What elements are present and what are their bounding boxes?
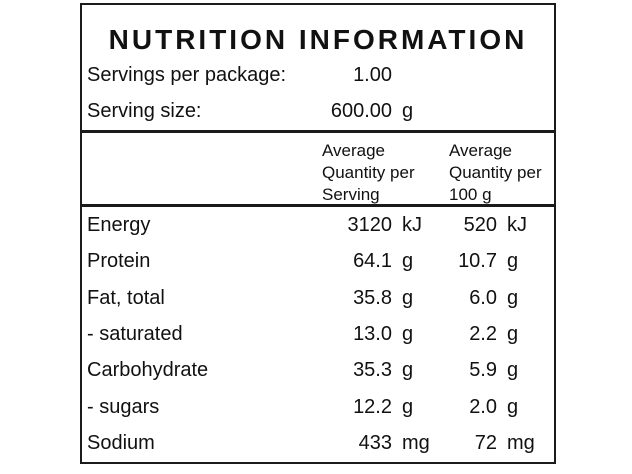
per-serving-value: 35.3: [353, 359, 392, 382]
nutrient-name: Protein: [87, 250, 151, 273]
per-100g-value: 2.0: [469, 395, 497, 418]
table-row-protein: Protein 64.1 g 10.7 g: [82, 243, 554, 279]
per-serving-unit: g: [402, 250, 414, 273]
per-100g-value: 6.0: [469, 286, 497, 309]
per-100g-unit: g: [507, 359, 519, 382]
nutrient-name: Energy: [87, 213, 151, 236]
per-serving-value: 12.2: [353, 395, 392, 418]
per-serving-unit: g: [402, 359, 414, 382]
nutrient-name: Fat, total: [87, 286, 165, 309]
per-100g-unit: g: [507, 286, 519, 309]
table-row-energy: Energy 3120 kJ 520 kJ: [82, 207, 554, 243]
column-header-spacer: [82, 140, 320, 206]
table-row-saturated-fat: - saturated 13.0 g 2.2 g: [82, 316, 554, 352]
table-row-sugars: - sugars 12.2 g 2.0 g: [82, 389, 554, 425]
title-row: NUTRITION INFORMATION: [82, 5, 554, 57]
nutrient-name: Sodium: [87, 432, 155, 455]
per-100g-value: 2.2: [469, 322, 497, 345]
per-100g-value: 520: [463, 213, 497, 236]
serving-size-value: 600.00: [330, 99, 392, 122]
per-100g-unit: g: [507, 250, 519, 273]
nutrient-table-body: Energy 3120 kJ 520 kJ Protein 64.1 g 10.…: [82, 207, 554, 462]
per-100g-unit: mg: [507, 432, 535, 455]
header-section: NUTRITION INFORMATION Servings per packa…: [82, 5, 554, 133]
per-serving-value: 3120: [347, 213, 393, 236]
per-100g-value: 10.7: [458, 250, 497, 273]
table-row-carbohydrate: Carbohydrate 35.3 g 5.9 g: [82, 353, 554, 389]
column-header-section: Average Quantity per Serving Average Qua…: [82, 133, 554, 207]
per-100g-unit: g: [507, 322, 519, 345]
nutrient-name: - sugars: [87, 395, 160, 418]
per-100g-unit: kJ: [507, 213, 527, 236]
servings-per-package-row: Servings per package: 1.00: [82, 57, 554, 93]
table-row-sodium: Sodium 433 mg 72 mg: [82, 426, 554, 462]
per-100g-unit: g: [507, 395, 519, 418]
panel-title: NUTRITION INFORMATION: [108, 24, 528, 55]
column-header-per-100g: Average Quantity per 100 g: [449, 141, 542, 204]
per-100g-value: 72: [474, 432, 497, 455]
column-header-per-serving: Average Quantity per Serving: [322, 141, 415, 204]
per-serving-value: 433: [358, 432, 392, 455]
servings-per-package-label: Servings per package:: [87, 63, 287, 86]
nutrient-name: - saturated: [87, 322, 183, 345]
nutrient-name: Carbohydrate: [87, 359, 209, 382]
per-serving-value: 35.8: [353, 286, 392, 309]
table-row-fat-total: Fat, total 35.8 g 6.0 g: [82, 280, 554, 316]
per-serving-value: 13.0: [353, 322, 392, 345]
serving-size-label: Serving size:: [87, 99, 202, 122]
nutrition-information-panel: NUTRITION INFORMATION Servings per packa…: [80, 3, 556, 464]
per-serving-unit: g: [402, 322, 414, 345]
serving-size-row: Serving size: 600.00 g: [82, 93, 554, 129]
per-serving-unit: kJ: [402, 213, 422, 236]
per-serving-unit: mg: [402, 432, 430, 455]
per-serving-value: 64.1: [353, 250, 392, 273]
per-serving-unit: g: [402, 395, 414, 418]
per-100g-value: 5.9: [469, 359, 497, 382]
serving-size-unit: g: [402, 99, 414, 122]
servings-per-package-value: 1.00: [353, 63, 392, 86]
per-serving-unit: g: [402, 286, 414, 309]
